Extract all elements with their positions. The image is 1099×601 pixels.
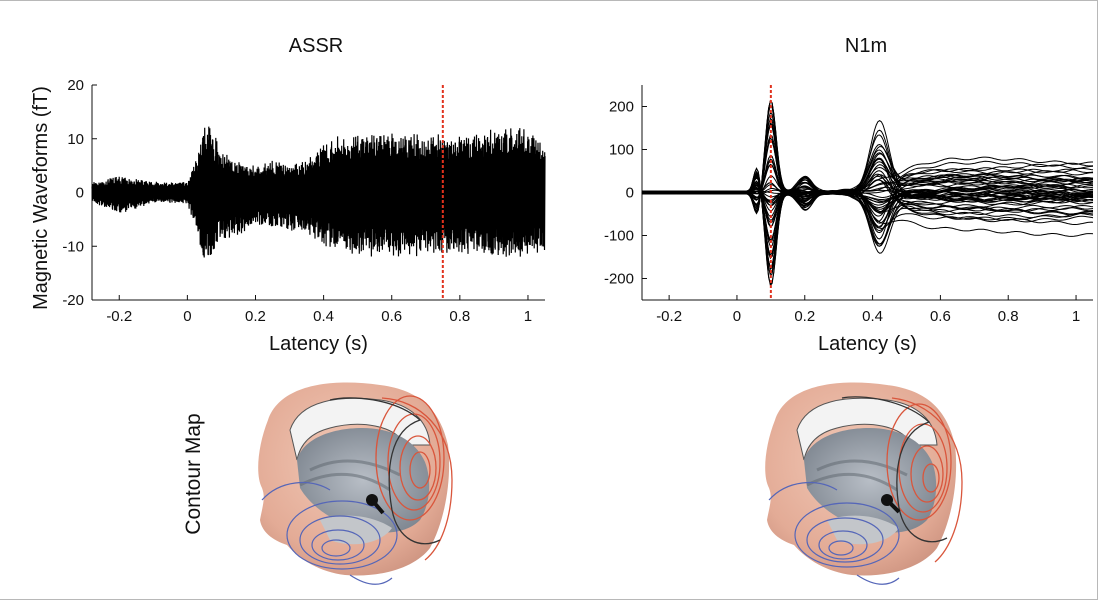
n1m-y-tick-label: 100 [609,142,634,159]
contour-map-label: Contour Map [182,413,205,534]
head-contour-map-assr [258,382,453,585]
n1m-y-tick-label: 0 [626,185,634,202]
n1m-x-tick-label: 1 [1072,308,1080,325]
assr-x-tick-label: 1 [524,308,532,325]
n1m-y-tick-label: -100 [604,228,634,245]
assr-y-tick-label: -10 [62,238,84,255]
zero-contour-line [329,397,441,545]
scalp-cut-shape [796,397,938,461]
n1m-x-tick-label: 0 [733,308,741,325]
negative-contours [261,482,398,585]
assr-waveform-series-2 [91,134,546,257]
n1m-sensor-trace [641,99,1094,214]
y-axis-label: Magnetic Waveforms (fT) [30,86,52,310]
negative-contours [768,482,900,585]
brain-surface-shape [297,428,430,533]
assr-x-tick-label: 0.4 [313,308,334,325]
assr-x-axis-label: Latency (s) [269,333,368,355]
assr-x-tick-label: 0.2 [245,308,266,325]
assr-y-tick-label: 0 [76,185,84,202]
n1m-x-tick-label: -0.2 [656,308,682,325]
n1m-sensor-trace [641,175,1094,260]
temporal-bone-shape [827,515,899,545]
assr-x-tick-label: 0 [183,308,191,325]
cortex-fold-line [299,459,401,492]
assr-y-tick-label: 20 [67,77,84,94]
n1m-y-tick-label: 200 [609,99,634,116]
n1m-x-tick-label: 0.2 [794,308,815,325]
temporal-bone-shape [320,515,392,545]
n1m-x-tick-label: 0.4 [862,308,883,325]
n1m-x-axis-label: Latency (s) [818,333,917,355]
assr-plot: -20 -10 0 10 20 -0.2 0 0.2 0.4 0.6 0.8 1 Latency (s) [62,77,546,355]
dipole-marker [881,494,901,514]
n1m-title: N1m [845,35,887,57]
assr-y-tick-label: 10 [67,131,84,148]
n1m-plot: -200 -100 0 100 200 -0.2 0 0.2 0.4 0.6 0.8 1 Latency… [604,85,1094,355]
zero-contour-line [841,396,948,543]
assr-x-tick-label: 0.8 [449,308,470,325]
positive-contours [375,395,453,561]
n1m-x-tick-label: 0.6 [930,308,951,325]
n1m-sensor-trace [641,137,1094,205]
assr-x-tick-label: 0.6 [381,308,402,325]
assr-title: ASSR [289,35,343,57]
head-contour-map-n1m [765,382,963,585]
dipole-marker [366,494,385,515]
assr-x-tick-label: -0.2 [106,308,132,325]
n1m-x-tick-label: 0.8 [998,308,1019,325]
brain-surface-shape [804,428,937,533]
assr-y-tick-label: -20 [62,292,84,309]
n1m-y-tick-label: -200 [604,271,634,288]
